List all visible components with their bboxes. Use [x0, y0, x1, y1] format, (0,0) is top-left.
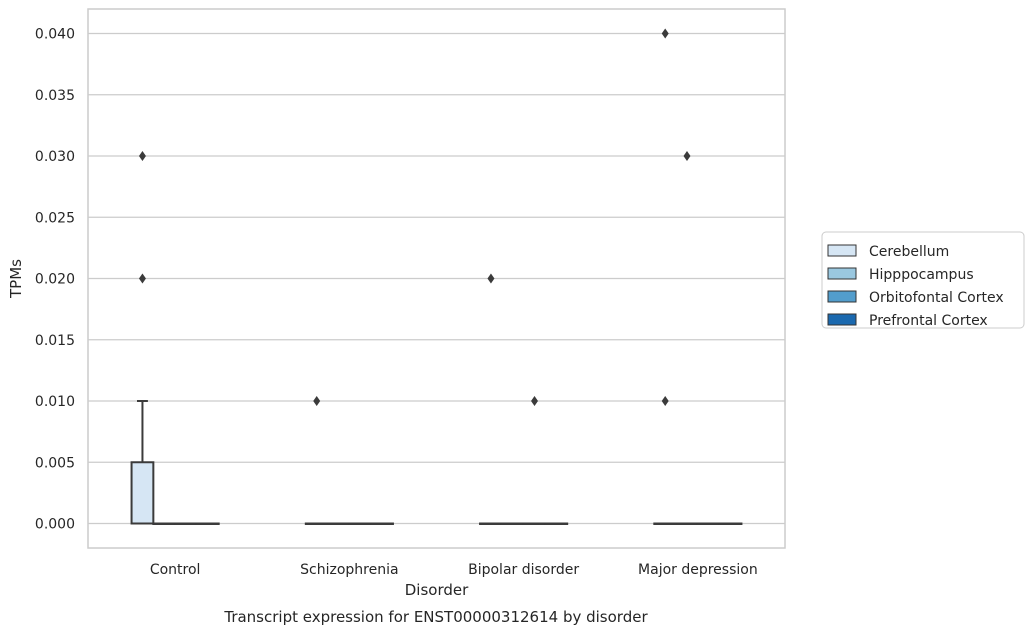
legend-frame — [821, 231, 1025, 329]
box-plot-marks — [130, 28, 743, 525]
legend-swatch — [827, 290, 857, 303]
x-axis-ticks: Control Schizophrenia Bipolar disorder Majo… — [150, 562, 758, 578]
box-body — [130, 461, 155, 525]
legend: Cerebellum Hipppocampus Orbitofontal Corte… — [821, 231, 1025, 329]
plot-area-frame — [87, 8, 786, 549]
outlier-point — [138, 151, 146, 161]
box-prefrontal-cortex — [370, 522, 394, 525]
box-cerebellum — [653, 28, 678, 525]
legend-swatch — [827, 267, 857, 280]
legend-swatch — [827, 313, 857, 326]
legend-label: Hipppocampus — [869, 267, 974, 283]
outlier-point — [531, 396, 539, 406]
x-axis-label: Disorder — [405, 581, 469, 599]
y-tick-label: 0.000 — [35, 517, 75, 533]
legend-label: Orbitofontal Cortex — [869, 290, 1004, 306]
x-tick-label: Bipolar disorder — [468, 562, 579, 578]
box-prefrontal-cortex — [544, 522, 569, 525]
y-tick-label: 0.025 — [35, 210, 75, 226]
box-hipppocampus — [326, 522, 351, 525]
chart-caption: Transcript expression for ENST0000031261… — [223, 608, 648, 626]
outlier-point — [487, 273, 495, 284]
legend-swatch — [827, 244, 857, 257]
outlier-point — [313, 396, 321, 406]
y-tick-label: 0.015 — [35, 333, 75, 349]
legend-label: Cerebellum — [869, 244, 949, 260]
y-tick-label: 0.010 — [35, 394, 75, 410]
box-orbitofontal-cortex — [696, 522, 721, 525]
outlier-point — [138, 273, 146, 284]
y-tick-label: 0.035 — [35, 88, 75, 104]
y-tick-label: 0.040 — [35, 27, 75, 43]
box-hipppocampus — [675, 151, 699, 525]
x-tick-label: Control — [150, 562, 201, 578]
x-tick-label: Major depression — [638, 562, 758, 578]
box-orbitofontal-cortex — [348, 522, 373, 525]
box-hipppocampus — [500, 522, 525, 525]
box-orbitofontal-cortex — [174, 522, 198, 525]
y-axis-label: TPMs — [7, 259, 25, 299]
outlier-point — [683, 151, 691, 161]
box-cerebellum — [130, 151, 155, 525]
y-tick-label: 0.020 — [35, 272, 75, 288]
y-tick-label: 0.005 — [35, 455, 75, 471]
y-axis-ticks: 0.000 0.005 0.010 0.015 0.020 0.025 0.030 0.035… — [35, 27, 75, 533]
box-prefrontal-cortex — [718, 522, 743, 525]
y-tick-label: 0.030 — [35, 149, 75, 165]
outlier-point — [661, 396, 669, 406]
outlier-point — [661, 28, 669, 39]
box-prefrontal-cortex — [195, 522, 220, 525]
box-cerebellum — [304, 396, 329, 525]
x-tick-label: Schizophrenia — [300, 562, 398, 578]
box-orbitofontal-cortex — [522, 396, 547, 525]
box-cerebellum — [479, 273, 503, 525]
legend-label: Prefrontal Cortex — [869, 313, 988, 329]
gridlines — [88, 32, 785, 525]
box-hipppocampus — [152, 522, 177, 525]
